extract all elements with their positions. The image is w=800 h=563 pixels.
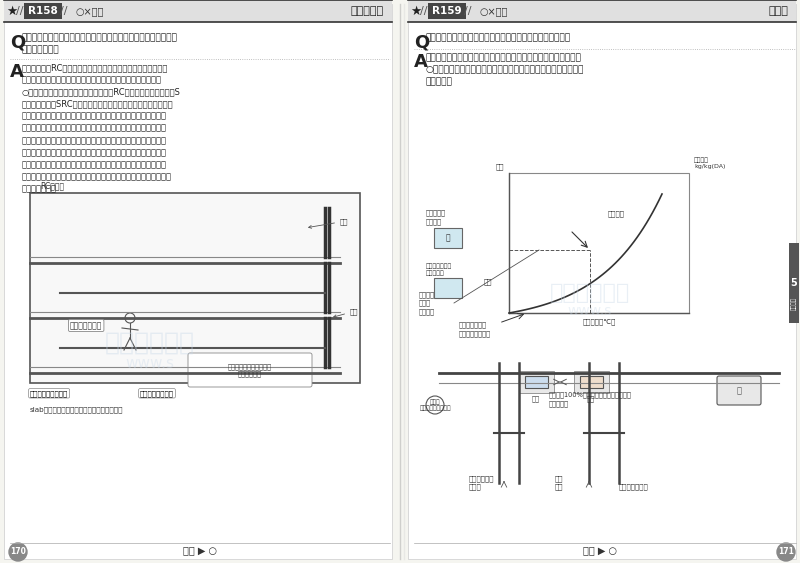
FancyBboxPatch shape bbox=[4, 0, 392, 22]
Text: 三民網路書店: 三民網路書店 bbox=[550, 283, 630, 303]
Text: 杯子表面的溫度
在露點以下: 杯子表面的溫度 在露點以下 bbox=[426, 263, 452, 276]
Text: //: // bbox=[420, 6, 428, 16]
FancyBboxPatch shape bbox=[408, 4, 796, 559]
Text: slab（樓板）：原是為石、木、金屬等的厚板: slab（樓板）：原是為石、木、金屬等的厚板 bbox=[30, 406, 123, 413]
Text: A: A bbox=[10, 63, 24, 81]
Text: ★: ★ bbox=[410, 5, 422, 17]
Text: 為了防止屋內的供水管結露，可以使用保溫材進行防露被覆。: 為了防止屋內的供水管結露，可以使用保溫材進行防露被覆。 bbox=[426, 33, 571, 42]
FancyBboxPatch shape bbox=[408, 0, 796, 22]
Text: A: A bbox=[414, 53, 428, 71]
Text: 供排
水水: 供排 水水 bbox=[554, 475, 563, 490]
Text: 無法進入空氣的
水蒸氣都跑出來了: 無法進入空氣的 水蒸氣都跑出來了 bbox=[459, 322, 491, 337]
Text: 露點: 露點 bbox=[484, 278, 493, 285]
Text: 5: 5 bbox=[790, 278, 798, 288]
Text: 答案 ▶ ○: 答案 ▶ ○ bbox=[583, 545, 617, 555]
Text: 常是充滿冷水
的狀態: 常是充滿冷水 的狀態 bbox=[469, 475, 494, 490]
Text: 橫管: 橫管 bbox=[309, 218, 349, 228]
FancyBboxPatch shape bbox=[789, 243, 799, 323]
Text: 相對濕度100%，水蒸氣再也進不去空氣中
的狀態的點: 相對濕度100%，水蒸氣再也進不去空氣中 的狀態的點 bbox=[549, 392, 632, 406]
FancyBboxPatch shape bbox=[188, 353, 312, 387]
Text: 集合住宅各住戶的供排水用橫管，一般是在樓板上方與地板架高材
之間進行配管。: 集合住宅各住戶的供排水用橫管，一般是在樓板上方與地板架高材 之間進行配管。 bbox=[22, 33, 178, 55]
FancyBboxPatch shape bbox=[717, 376, 761, 405]
Text: 答案 ▶ ○: 答案 ▶ ○ bbox=[183, 545, 217, 555]
Text: 配管: 配管 bbox=[334, 308, 358, 318]
FancyBboxPatch shape bbox=[4, 4, 392, 559]
Text: 取得雜排水管的斜度: 取得雜排水管的斜度 bbox=[30, 390, 68, 396]
Text: //: // bbox=[16, 6, 24, 16]
FancyBboxPatch shape bbox=[519, 371, 554, 393]
Text: 171: 171 bbox=[778, 547, 794, 556]
Text: 取得污水管的斜度: 取得污水管的斜度 bbox=[140, 390, 174, 396]
Text: 杯子的水滴
就是結露: 杯子的水滴 就是結露 bbox=[426, 210, 446, 225]
Text: 170: 170 bbox=[10, 547, 26, 556]
FancyBboxPatch shape bbox=[509, 173, 689, 313]
Text: //: // bbox=[464, 6, 472, 16]
FancyBboxPatch shape bbox=[434, 228, 462, 248]
Text: 衛: 衛 bbox=[737, 387, 742, 395]
Text: 套裝衛浴和廁所的下方，
樓板邊深軟藍: 套裝衛浴和廁所的下方， 樓板邊深軟藍 bbox=[228, 363, 272, 377]
Text: 空氣線圈: 空氣線圈 bbox=[608, 210, 625, 217]
FancyBboxPatch shape bbox=[580, 376, 603, 388]
Text: 結露: 結露 bbox=[532, 395, 540, 401]
Text: 保溫材
避免低溫的管線結露: 保溫材 避免低溫的管線結露 bbox=[419, 399, 450, 411]
Text: 樓板上進行配管: 樓板上進行配管 bbox=[70, 321, 102, 330]
Text: R158: R158 bbox=[28, 6, 58, 16]
Text: 排水是側開通過: 排水是側開通過 bbox=[619, 483, 649, 490]
Text: 分售型公寓在RC結構體的內側，是區分所有權的範圍。為了讓供
排水管的修理可以在自家的地板進行，採用樓板上配管（答案是
○）。租賃住宅和公寓也是一樣，不管是RC造: 分售型公寓在RC結構體的內側，是區分所有權的範圍。為了讓供 排水管的修理可以在自… bbox=[22, 63, 181, 194]
FancyBboxPatch shape bbox=[525, 376, 548, 388]
Text: 有結露多
水蒸氣
變成結露: 有結露多 水蒸氣 變成結露 bbox=[419, 292, 435, 315]
Text: ○×問題: ○×問題 bbox=[480, 6, 508, 16]
FancyBboxPatch shape bbox=[434, 278, 462, 298]
Text: Q: Q bbox=[414, 33, 430, 51]
Text: ★: ★ bbox=[6, 5, 18, 17]
Text: 乾球溫度（℃）: 乾球溫度（℃） bbox=[582, 318, 616, 325]
Text: 絕對濕度
kg/kg(DA): 絕對濕度 kg/kg(DA) bbox=[694, 157, 726, 169]
FancyBboxPatch shape bbox=[30, 193, 360, 383]
Text: www.s: www.s bbox=[568, 304, 612, 318]
FancyBboxPatch shape bbox=[24, 3, 62, 19]
Text: //: // bbox=[60, 6, 68, 16]
Text: 樓板上配管: 樓板上配管 bbox=[351, 6, 384, 16]
Text: 露點: 露點 bbox=[495, 163, 504, 169]
FancyBboxPatch shape bbox=[428, 3, 466, 19]
Text: 露點: 露點 bbox=[587, 395, 595, 401]
Text: 冷: 冷 bbox=[446, 234, 450, 243]
Text: www.s: www.s bbox=[126, 355, 174, 370]
FancyBboxPatch shape bbox=[574, 371, 609, 393]
Text: RC結構體: RC結構體 bbox=[40, 181, 64, 190]
Text: R159: R159 bbox=[432, 6, 462, 16]
Text: 保溫材: 保溫材 bbox=[768, 6, 788, 16]
Text: ○×問題: ○×問題 bbox=[76, 6, 104, 16]
Circle shape bbox=[9, 543, 27, 561]
Text: 供水管常處於充滿冷水的狀態，可以包覆保溫材防止結露（答案是
○）。這稱為防露被覆。熱水供水管為了不讓熱水冷卻，也可以包
覆保溫材。: 供水管常處於充滿冷水的狀態，可以包覆保溫材防止結露（答案是 ○）。這稱為防露被覆… bbox=[426, 53, 584, 86]
Text: 供水設備: 供水設備 bbox=[791, 297, 797, 310]
Circle shape bbox=[777, 543, 795, 561]
Text: 三民網路書店: 三民網路書店 bbox=[105, 331, 195, 355]
Text: Q: Q bbox=[10, 33, 26, 51]
